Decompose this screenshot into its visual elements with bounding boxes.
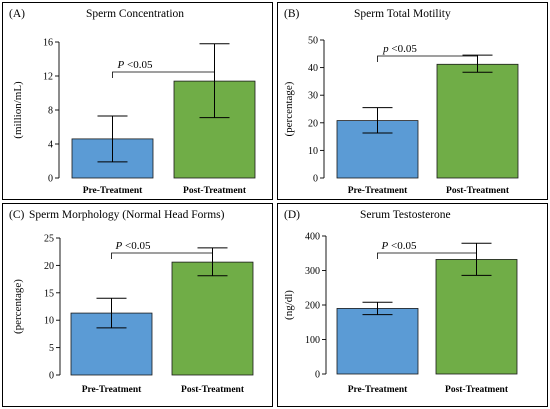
significance-threshold: <0.05 [122,240,151,252]
panel-c: (C) Sperm Morphology (Normal Head Forms)… [2,203,273,407]
y-tick-label: 0 [49,371,54,382]
y-tick-label: 50 [308,36,318,47]
panel-letter: (B) [284,8,300,20]
bar [171,261,254,376]
y-axis-label: (ng/dl) [283,290,295,320]
y-tick-label: 0 [315,370,320,381]
significance-threshold: <0.05 [388,240,417,252]
chart-c: 0 5 10 15 20 25 (percentage) Pre-Treatment Post-… [12,234,254,395]
y-tick-label: 200 [305,301,320,312]
significance-p: P [115,240,123,252]
chart-d: 0 100 200 300 400 (ng/dl) Pre-Treatment Post-Tr… [283,232,518,395]
y-tick-label: 30 [308,91,318,102]
chart-b: 0 10 20 30 40 50 (percentage) Pre-Treatment Post… [283,36,519,196]
panel-b: (B) Sperm Total Motility 0 10 20 30 40 50 (per… [277,2,548,200]
category-label: Pre-Treatment [83,186,143,196]
bar [436,63,519,179]
significance-label: P <0.05 [117,59,153,71]
panel-title: Sperm Morphology (Normal Head Forms) [29,209,225,221]
category-label: Post-Treatment [446,186,510,196]
panel-letter: (C) [9,209,25,221]
y-tick-label: 0 [313,174,318,185]
bar [336,120,419,179]
significance-bracket [112,71,215,78]
significance-p: p [382,43,389,55]
significance-label: P <0.05 [381,240,417,252]
category-label: Post-Treatment [183,186,247,196]
category-label: Pre-Treatment [348,385,408,395]
panel-letter: (D) [284,209,300,221]
y-tick-label: 4 [48,140,53,151]
y-axis-label: (percentage) [283,81,295,136]
y-tick-label: 16 [43,38,53,49]
y-axis-label: (million/mL) [12,81,24,139]
significance-bracket [111,252,213,259]
y-tick-label: 10 [44,316,54,327]
panel-title: Sperm Total Motility [354,8,451,20]
panel-title: Sperm Concentration [86,8,185,20]
significance-bracket [377,55,478,62]
significance-label: p <0.05 [382,43,417,55]
y-tick-label: 100 [305,335,320,346]
panel-letter: (A) [9,8,25,20]
category-label: Pre-Treatment [82,385,142,395]
y-tick-label: 300 [305,266,320,277]
chart-a: 0 4 8 12 16 (million/mL) Pre-Treatment Post-Tre… [12,38,256,196]
bar [435,259,518,375]
panel-a: (A) Sperm Concentration 0 4 8 12 16 (million/… [2,2,273,200]
significance-p: P [117,59,125,71]
panel-d: (D) Serum Testosterone 0 100 200 300 400 (ng/… [277,203,548,407]
significance-threshold: <0.05 [124,59,153,71]
y-tick-label: 5 [49,343,54,354]
y-tick-label: 400 [305,232,320,243]
y-axis-label: (percentage) [12,279,24,334]
panel-title: Serum Testosterone [360,209,451,221]
significance-threshold: <0.05 [389,43,418,55]
category-label: Post-Treatment [181,385,245,395]
bar [336,308,419,375]
y-tick-label: 25 [44,234,54,245]
y-tick-label: 8 [48,106,53,117]
significance-p: P [381,240,389,252]
significance-label: P <0.05 [115,240,151,252]
y-tick-label: 10 [308,146,318,157]
y-tick-label: 40 [308,63,318,74]
significance-bracket [377,252,477,259]
y-tick-label: 15 [44,288,54,299]
y-tick-label: 20 [308,118,318,129]
y-tick-label: 20 [44,261,54,272]
y-tick-label: 0 [48,174,53,185]
category-label: Pre-Treatment [348,186,408,196]
y-tick-label: 12 [43,72,53,83]
category-label: Post-Treatment [445,385,509,395]
